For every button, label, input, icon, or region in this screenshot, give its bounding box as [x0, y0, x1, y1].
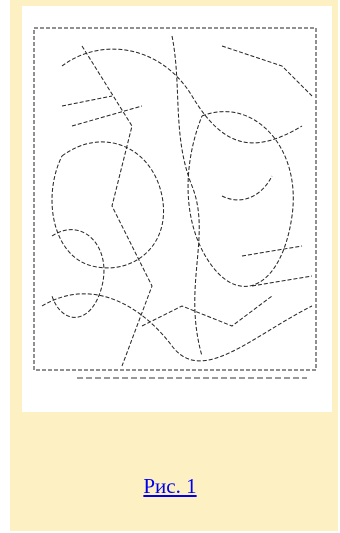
sketch-line — [82, 46, 152, 366]
sketch-line — [62, 96, 312, 286]
sketch-line — [42, 294, 312, 361]
sketch-line — [222, 176, 272, 200]
drawing-border — [34, 28, 316, 370]
page: {"figure": {"caption": "Рис. 1"}} Рис. 1… — [0, 0, 340, 533]
sketch-line — [222, 46, 312, 96]
sketch-line — [188, 112, 293, 287]
figure-image — [22, 6, 332, 412]
sketch-line — [52, 230, 104, 318]
sketch-line — [142, 296, 272, 326]
sketch-line — [52, 142, 164, 268]
caption: Рис. 1 — [0, 474, 340, 499]
caption-link[interactable]: Рис. 1 — [143, 474, 196, 498]
figure-panel — [10, 0, 338, 531]
